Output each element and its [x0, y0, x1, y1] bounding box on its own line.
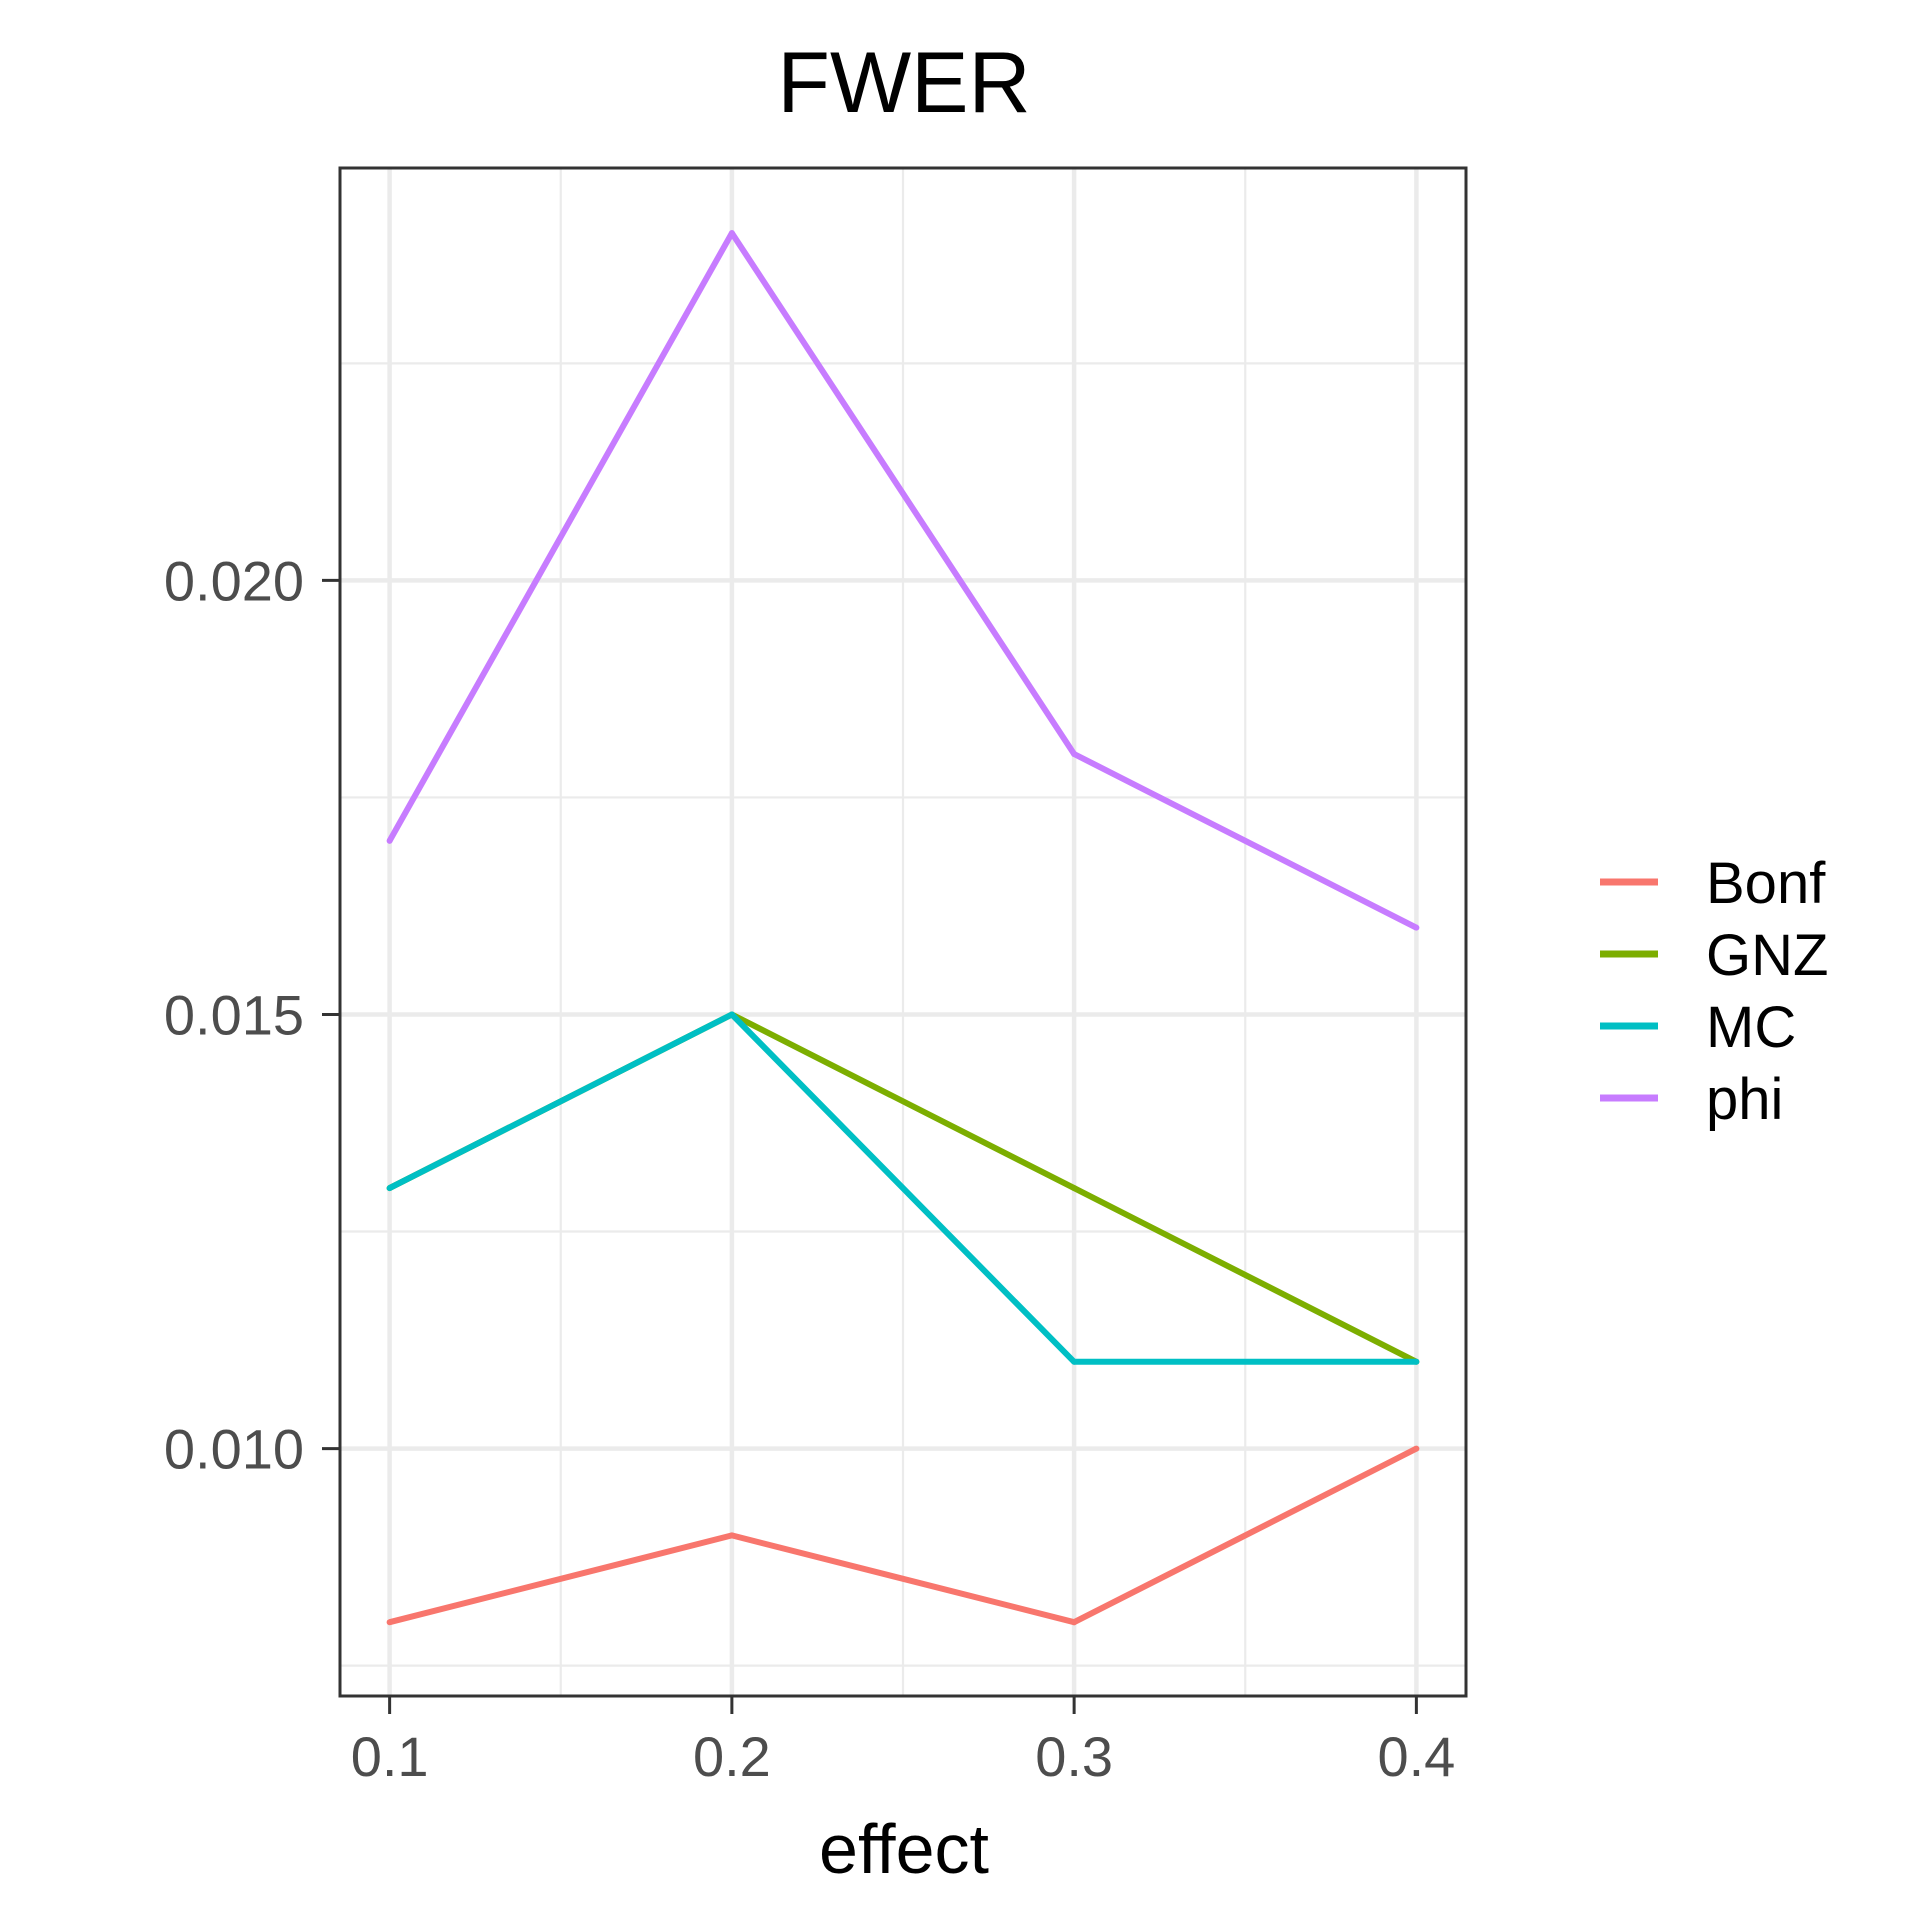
legend-item-mc: MC — [1600, 995, 1796, 1060]
axes: 0.1 0.2 0.3 0.4 0.010 0.015 0.020 — [164, 549, 1455, 1788]
data-point-phi — [728, 230, 735, 237]
legend-label: MC — [1706, 995, 1796, 1060]
data-point-mc — [386, 1185, 393, 1192]
x-tick-label: 0.2 — [693, 1725, 771, 1788]
y-tick-label: 0.010 — [164, 1418, 304, 1481]
legend-label: phi — [1706, 1067, 1783, 1132]
data-point-bonf — [1071, 1619, 1078, 1626]
legend-label: Bonf — [1706, 851, 1826, 916]
data-point-mc — [728, 1011, 735, 1018]
x-tick-label: 0.1 — [351, 1725, 429, 1788]
plot-panel-border — [338, 166, 1468, 1698]
x-tick-label: 0.4 — [1377, 1725, 1455, 1788]
data-point-bonf — [1413, 1445, 1420, 1452]
data-point-phi — [1413, 924, 1420, 931]
legend-item-gnz: GNZ — [1600, 923, 1828, 988]
y-tick-label: 0.020 — [164, 549, 304, 612]
series-lines — [386, 230, 1420, 1626]
series-line-phi — [386, 230, 1418, 931]
legend-item-bonf: Bonf — [1600, 851, 1826, 916]
data-point-mc — [1071, 1358, 1078, 1365]
series-line-mc — [388, 1011, 1417, 1365]
data-point-phi — [386, 837, 393, 844]
chart-title: FWER — [777, 35, 1030, 131]
data-point-bonf — [728, 1532, 735, 1539]
legend-label: GNZ — [1706, 923, 1828, 988]
y-tick-label: 0.015 — [164, 983, 304, 1046]
data-point-gnz — [1071, 1185, 1078, 1192]
data-point-mc — [1413, 1358, 1420, 1365]
data-point-bonf — [386, 1619, 393, 1626]
legend-item-phi: phi — [1600, 1067, 1783, 1132]
x-tick-label: 0.3 — [1035, 1725, 1113, 1788]
series-line-bonf — [388, 1445, 1418, 1626]
legend: Bonf GNZ MC phi — [1600, 851, 1828, 1132]
x-axis-title: effect — [819, 1810, 989, 1888]
data-point-phi — [1071, 751, 1078, 758]
grid — [340, 168, 1466, 1696]
